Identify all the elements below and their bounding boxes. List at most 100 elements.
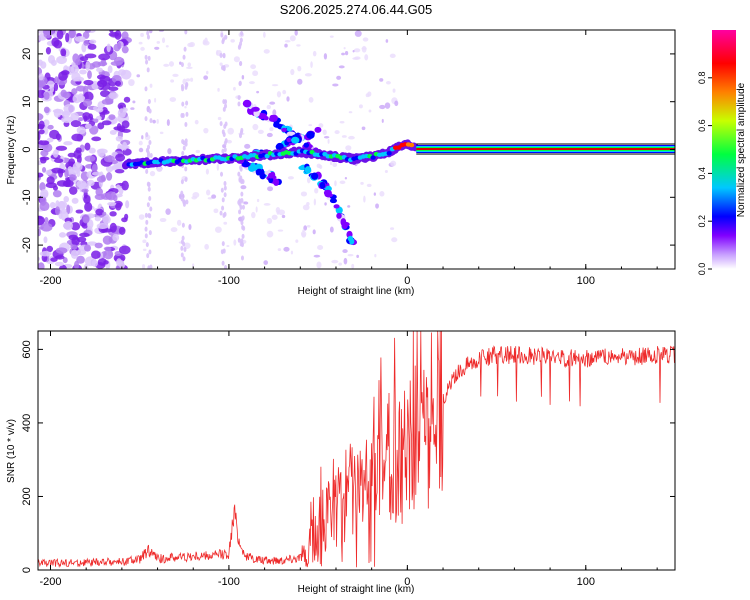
- faint-dot: [216, 163, 220, 171]
- faint-dot: [329, 226, 334, 233]
- faint-dot: [205, 189, 211, 196]
- faint-dot: [390, 160, 397, 167]
- branch-blob: [268, 172, 274, 179]
- faint-dot: [277, 229, 284, 232]
- noise-blob: [94, 216, 101, 222]
- band-dot: [224, 103, 228, 109]
- branch-blob: [286, 126, 293, 132]
- faint-dot: [156, 40, 161, 44]
- faint-dot: [136, 74, 141, 78]
- band-dot: [239, 241, 243, 247]
- noise-blob: [120, 69, 132, 80]
- x-tick-label: -200: [39, 576, 61, 588]
- noise-blob: [40, 156, 47, 164]
- faint-dot: [203, 75, 209, 80]
- noise-blob: [63, 221, 73, 231]
- noise-blob: [76, 126, 86, 135]
- band-dot: [220, 171, 224, 177]
- noise-blob: [38, 59, 43, 66]
- branch-blob: [304, 166, 312, 174]
- noise-blob: [43, 91, 50, 100]
- branch-blob: [281, 127, 287, 133]
- band-dot: [183, 246, 187, 252]
- noise-blob: [64, 168, 69, 179]
- band-dot: [222, 99, 226, 105]
- band-dot: [221, 197, 225, 203]
- carrier-edge-top: [416, 143, 675, 145]
- band-dot: [224, 265, 228, 269]
- faint-dot: [286, 96, 290, 102]
- faint-dot: [339, 180, 346, 185]
- noise-blob: [38, 36, 47, 41]
- noise-blob: [71, 71, 81, 82]
- faint-dot: [149, 170, 156, 177]
- faint-dot: [203, 127, 209, 134]
- band-dot: [180, 252, 184, 258]
- faint-dot: [154, 97, 157, 103]
- band-dot: [149, 118, 153, 124]
- band-dot: [146, 153, 150, 159]
- faint-dot: [169, 97, 177, 102]
- noise-blob: [91, 136, 102, 142]
- band-dot: [240, 179, 244, 185]
- band-dot: [146, 148, 150, 154]
- faint-dot: [256, 90, 260, 94]
- band-dot: [149, 206, 153, 212]
- noise-blob: [71, 88, 78, 95]
- band-dot: [182, 54, 186, 60]
- noise-blob: [105, 165, 114, 173]
- noise-blob: [55, 255, 65, 260]
- faint-dot: [170, 79, 175, 83]
- band-dot: [147, 186, 151, 192]
- noise-blob: [117, 108, 127, 119]
- noise-blob: [38, 228, 42, 237]
- band-dot: [240, 198, 244, 204]
- faint-dot: [359, 104, 363, 109]
- noise-blob: [84, 30, 91, 33]
- band-dot: [241, 204, 245, 210]
- faint-dot: [187, 42, 194, 48]
- noise-blob: [84, 202, 93, 212]
- faint-dot: [244, 143, 251, 149]
- noise-blob: [125, 200, 130, 209]
- faint-dot: [316, 163, 322, 169]
- branch-blob: [259, 171, 266, 180]
- faint-dot: [140, 32, 144, 37]
- faint-dot: [138, 147, 144, 153]
- noise-blob: [46, 176, 55, 185]
- faint-dot: [394, 100, 399, 107]
- band-dot: [147, 55, 151, 61]
- noise-blob: [96, 223, 109, 229]
- noise-blob: [46, 137, 54, 143]
- faint-dot: [364, 54, 369, 61]
- noise-blob: [113, 43, 121, 52]
- band-dot: [237, 95, 241, 101]
- faint-dot: [381, 118, 384, 123]
- faint-dot: [276, 91, 282, 98]
- faint-dot: [312, 50, 317, 57]
- spectrogram-ylabel: Frequency (Hz): [6, 116, 17, 185]
- noise-blob: [101, 120, 112, 126]
- faint-dot: [332, 162, 338, 167]
- band-dot: [241, 215, 245, 221]
- faint-dot: [211, 194, 217, 199]
- noise-blob: [118, 262, 126, 269]
- band-dot: [144, 86, 148, 92]
- faint-dot: [271, 214, 278, 220]
- band-dot: [147, 212, 151, 218]
- noise-blob: [47, 124, 54, 130]
- branch-blob: [250, 164, 258, 171]
- band-dot: [238, 133, 242, 139]
- y-tick-label: 0: [21, 146, 33, 152]
- band-dot: [185, 199, 189, 205]
- faint-dot: [379, 104, 386, 110]
- noise-blob: [96, 74, 106, 80]
- faint-dot: [329, 160, 333, 166]
- x-tick-label: -200: [39, 275, 61, 287]
- faint-dot: [187, 62, 192, 68]
- faint-dot: [195, 149, 201, 154]
- faint-dot: [353, 48, 361, 53]
- faint-dot: [165, 45, 169, 48]
- branch-blob: [241, 161, 251, 168]
- x-tick-label: -100: [218, 576, 240, 588]
